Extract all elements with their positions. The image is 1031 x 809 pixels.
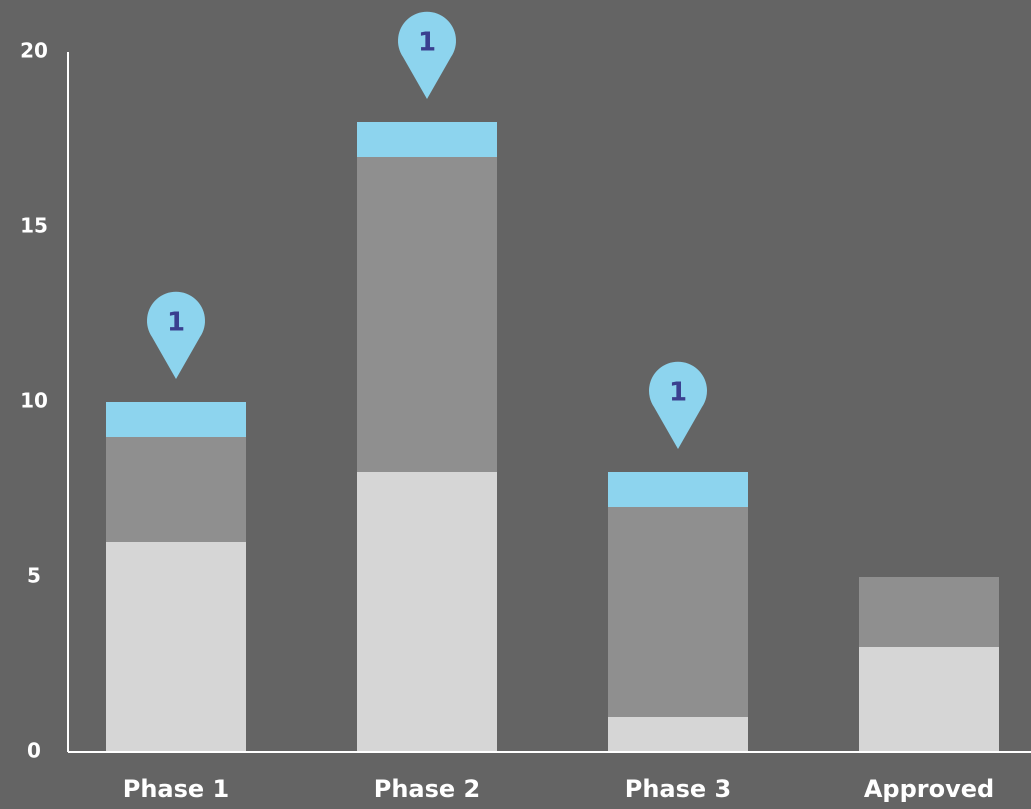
- bar-segment: [106, 542, 246, 752]
- bar-segment: [357, 157, 497, 472]
- x-category-labels: Phase 1 Phase 2 Phase 3 Approved: [123, 775, 994, 803]
- bar-segment: [357, 122, 497, 157]
- map-pin-marker: 1: [398, 11, 457, 100]
- x-category-label: Approved: [864, 775, 994, 803]
- marker-label: 1: [669, 378, 687, 408]
- bar-segment: [608, 472, 748, 507]
- bar-segment: [859, 577, 999, 647]
- x-category-label: Phase 2: [374, 775, 481, 803]
- x-category-label: Phase 1: [123, 775, 230, 803]
- bar-segment: [106, 437, 246, 542]
- y-tick-label: 15: [20, 214, 48, 238]
- y-tick-labels: 0 5 10 15 20: [20, 39, 48, 763]
- bar-segment: [106, 402, 246, 437]
- map-pin-icon: [649, 361, 707, 449]
- bar-segment: [859, 647, 999, 752]
- bars-layer: [106, 122, 999, 752]
- markers-layer: 1 1 1: [147, 11, 707, 449]
- bar-segment: [608, 507, 748, 717]
- map-pin-marker: 1: [147, 291, 205, 379]
- marker-label: 1: [418, 28, 436, 58]
- y-tick-label: 0: [27, 739, 41, 763]
- marker-label: 1: [167, 308, 185, 338]
- y-tick-label: 20: [20, 39, 48, 63]
- bar-segment: [608, 717, 748, 752]
- map-pin-marker: 1: [649, 361, 707, 449]
- map-pin-icon: [147, 291, 205, 379]
- y-tick-label: 5: [27, 564, 41, 588]
- y-tick-label: 10: [20, 389, 48, 413]
- bar-segment: [357, 472, 497, 752]
- x-category-label: Phase 3: [625, 775, 732, 803]
- map-pin-icon: [398, 11, 457, 100]
